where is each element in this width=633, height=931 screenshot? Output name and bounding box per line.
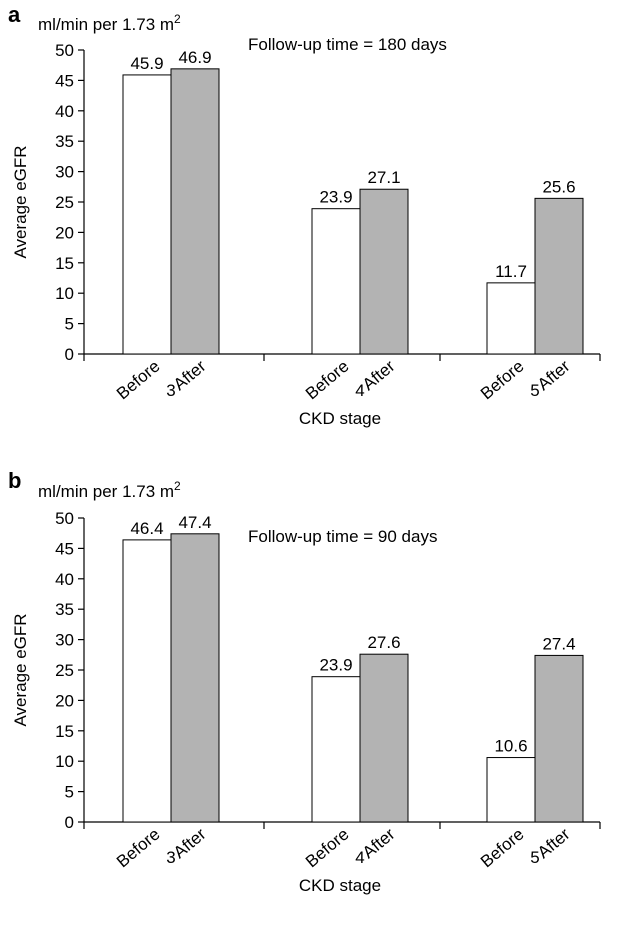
y-tick-label: 40 [55,102,74,121]
y-tick-label: 50 [55,41,74,60]
stage-label-5: 5 [530,848,539,867]
category-label-before: Before [477,825,528,872]
data-label-before-stage-5: 10.6 [494,737,527,756]
y-tick-label: 25 [55,193,74,212]
y-tick-label: 35 [55,600,74,619]
y-tick-label: 35 [55,132,74,151]
y-tick-label: 15 [55,722,74,741]
y-tick-label: 30 [55,163,74,182]
data-label-before-stage-4: 23.9 [319,188,352,207]
bar-before-stage-4 [311,208,361,355]
y-tick-label: 15 [55,254,74,273]
bar-before-stage-3 [122,539,172,823]
y-tick-label: 10 [55,752,74,771]
chart-panel-b: b ml/min per 1.73 m2 Follow-up time = 90 d… [8,468,601,895]
category-label-after: After [170,824,210,862]
stage-label-4: 4 [355,848,364,867]
stage-label-4: 4 [355,381,364,400]
bar-after-stage-4 [359,188,409,355]
panel-label: a [8,2,21,27]
data-label-before-stage-3: 45.9 [130,54,163,73]
y-tick-label: 0 [65,813,74,832]
bar-before-stage-4 [311,676,361,823]
data-label-after-stage-5: 27.4 [542,634,575,653]
y-tick-label: 30 [55,631,74,650]
y-tick-label: 10 [55,284,74,303]
y-tick-label: 0 [65,345,74,364]
y-tick-label: 20 [55,223,74,242]
stage-label-3: 3 [166,381,175,400]
y-axis-title: Average eGFR [11,613,30,726]
y-tick-label: 5 [65,315,74,334]
data-label-before-stage-5: 11.7 [495,262,527,281]
y-axis-title: Average eGFR [11,145,30,258]
data-label-after-stage-4: 27.1 [367,168,400,187]
unit-label: ml/min per 1.73 m2 [38,479,181,501]
stage-label-5: 5 [530,381,539,400]
y-tick-label: 5 [65,783,74,802]
category-label-before: Before [113,825,164,872]
data-label-after-stage-5: 25.6 [542,177,575,196]
y-tick-label: 50 [55,509,74,528]
panel-label: b [8,468,21,493]
y-tick-label: 25 [55,661,74,680]
category-label-after: After [170,356,210,394]
unit-superscript: 2 [174,479,181,493]
category-label-before: Before [302,825,353,872]
category-label-after: After [534,824,574,862]
bar-after-stage-3 [170,68,220,355]
category-label-before: Before [302,357,353,404]
follow-up-annotation: Follow-up time = 180 days [248,35,447,54]
unit-superscript: 2 [174,12,181,26]
data-label-after-stage-3: 46.9 [178,48,211,67]
y-tick-label: 45 [55,71,74,90]
category-label-before: Before [113,357,164,404]
bar-after-stage-5 [534,654,584,823]
follow-up-annotation: Follow-up time = 90 days [248,527,437,546]
unit-label: ml/min per 1.73 m2 [38,12,181,34]
data-label-before-stage-4: 23.9 [319,656,352,675]
bar-before-stage-3 [122,74,172,355]
bar-after-stage-3 [170,533,220,823]
x-axis-title: CKD stage [299,876,381,895]
bar-before-stage-5 [486,757,536,823]
chart-panel-a: a ml/min per 1.73 m2 Follow-up time = 180 … [8,2,601,428]
category-label-after: After [534,356,574,394]
bar-after-stage-4 [359,653,409,823]
category-label-after: After [359,356,399,394]
bar-after-stage-5 [534,197,584,355]
unit-label-text: ml/min per 1.73 m [38,482,174,501]
data-label-before-stage-3: 46.4 [130,519,163,538]
category-label-after: After [359,824,399,862]
unit-label-text: ml/min per 1.73 m [38,15,174,34]
y-tick-label: 45 [55,539,74,558]
stage-label-3: 3 [166,848,175,867]
y-tick-label: 20 [55,691,74,710]
category-label-before: Before [477,357,528,404]
bar-before-stage-5 [486,282,536,355]
x-axis-title: CKD stage [299,409,381,428]
data-label-after-stage-4: 27.6 [367,633,400,652]
y-tick-label: 40 [55,570,74,589]
data-label-after-stage-3: 47.4 [178,513,211,532]
